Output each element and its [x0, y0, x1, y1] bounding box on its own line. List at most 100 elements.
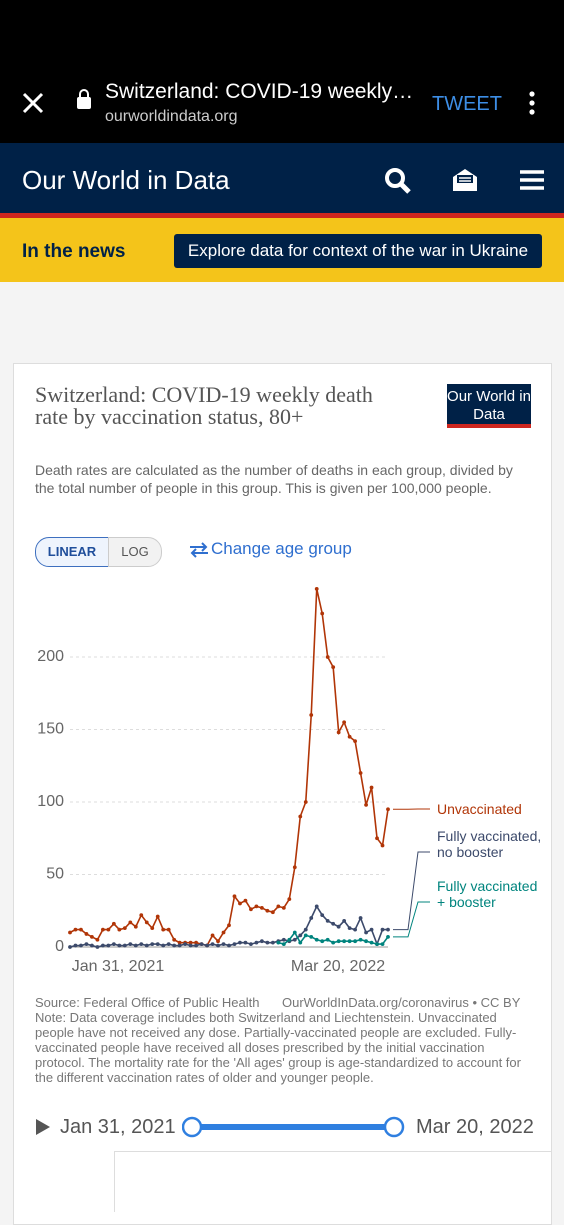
data-point	[117, 944, 121, 948]
legend-label[interactable]: Fully vaccinated, no booster	[437, 828, 547, 860]
data-point	[298, 815, 302, 819]
data-point	[282, 942, 286, 946]
data-point	[227, 944, 231, 948]
y-tick-label: 200	[37, 648, 64, 665]
y-tick-label: 150	[37, 721, 64, 738]
data-point	[216, 944, 220, 948]
data-point	[227, 923, 231, 927]
lock-icon	[76, 88, 92, 110]
data-point	[68, 945, 72, 949]
data-point	[222, 931, 226, 935]
y-tick-label: 50	[46, 866, 64, 883]
data-point	[320, 612, 324, 616]
data-point	[342, 939, 346, 943]
data-point	[200, 942, 204, 946]
menu-icon[interactable]	[528, 90, 536, 116]
play-icon[interactable]	[34, 1117, 52, 1137]
data-point	[370, 928, 374, 932]
data-point	[90, 935, 94, 939]
data-point	[293, 931, 297, 935]
data-point	[112, 922, 116, 926]
data-point	[375, 942, 379, 946]
data-point	[364, 931, 368, 935]
data-point	[337, 731, 341, 735]
data-point	[276, 905, 280, 909]
data-point	[255, 941, 259, 945]
data-point	[315, 587, 319, 591]
age-button[interactable]: Change age group	[211, 539, 352, 559]
data-point	[96, 938, 100, 942]
data-point	[364, 803, 368, 807]
x-tick-label: Mar 20, 2022	[291, 958, 385, 975]
data-point	[276, 941, 280, 945]
data-point	[150, 926, 154, 930]
data-point	[167, 928, 171, 932]
data-point	[167, 942, 171, 946]
close-icon[interactable]	[22, 92, 44, 114]
chart-title: Switzerland: COVID-19 weekly death rate …	[35, 384, 395, 428]
data-point	[172, 938, 176, 942]
tweet-button[interactable]: TWEET	[432, 93, 502, 116]
site-name[interactable]: Our World in Data	[22, 165, 230, 196]
data-point	[309, 713, 313, 717]
data-point	[326, 938, 330, 942]
data-point	[74, 928, 78, 932]
data-point	[315, 905, 319, 909]
data-point	[128, 942, 132, 946]
timeline-start: Jan 31, 2021	[60, 1116, 176, 1139]
hamburger-icon[interactable]	[520, 169, 544, 191]
data-point	[342, 919, 346, 923]
data-point	[304, 800, 308, 804]
data-point	[117, 928, 121, 932]
page-title: Switzerland: COVID-19 weekly…	[105, 80, 413, 104]
data-point	[255, 905, 259, 909]
data-point	[211, 942, 215, 946]
data-point	[348, 735, 352, 739]
news-link[interactable]: Explore data for context of the war in U…	[174, 234, 542, 268]
data-point	[68, 931, 72, 935]
subscribe-icon[interactable]	[451, 167, 479, 193]
label-connector	[393, 902, 430, 937]
data-point	[309, 916, 313, 920]
table-header	[114, 1151, 551, 1212]
data-point	[244, 941, 248, 945]
data-point	[134, 925, 138, 929]
url: ourworldindata.org	[105, 108, 238, 126]
data-point	[265, 941, 269, 945]
data-point	[271, 910, 275, 914]
data-point	[161, 944, 165, 948]
data-point	[74, 944, 78, 948]
data-point	[139, 942, 143, 946]
source-link[interactable]: OurWorldInData.org/coronavirus • CC BY	[282, 995, 520, 1010]
data-point	[348, 926, 352, 930]
data-point	[337, 939, 341, 943]
chart: 0 50 100 150 200 Jan 31, 2021 Mar 20, 2022	[0, 560, 564, 980]
y-tick-label: 0	[55, 938, 64, 955]
data-point	[298, 941, 302, 945]
data-point	[381, 928, 385, 932]
data-point	[79, 944, 83, 948]
search-icon[interactable]	[384, 167, 412, 195]
legend-label[interactable]: Unvaccinated	[437, 801, 547, 817]
timeline-slider[interactable]	[182, 1115, 408, 1139]
data-point	[320, 939, 324, 943]
data-point	[353, 928, 357, 932]
data-point	[216, 939, 220, 943]
data-point	[156, 915, 160, 919]
news-bar: In the news Explore data for context of …	[0, 218, 564, 282]
logo[interactable]: Our World in Data	[447, 384, 531, 428]
y-tick-label: 100	[37, 793, 64, 810]
data-point	[370, 786, 374, 790]
data-point	[96, 945, 100, 949]
source: Source: Federal Office of Public Health	[35, 995, 260, 1010]
data-point	[238, 902, 242, 906]
data-point	[348, 939, 352, 943]
data-point	[249, 907, 253, 911]
data-point	[337, 925, 341, 929]
legend-label[interactable]: Fully vaccinated + booster	[437, 878, 547, 910]
data-point	[260, 939, 264, 943]
data-point	[331, 922, 335, 926]
data-point	[386, 935, 390, 939]
data-point	[265, 909, 269, 913]
x-tick-label: Jan 31, 2021	[72, 958, 165, 975]
